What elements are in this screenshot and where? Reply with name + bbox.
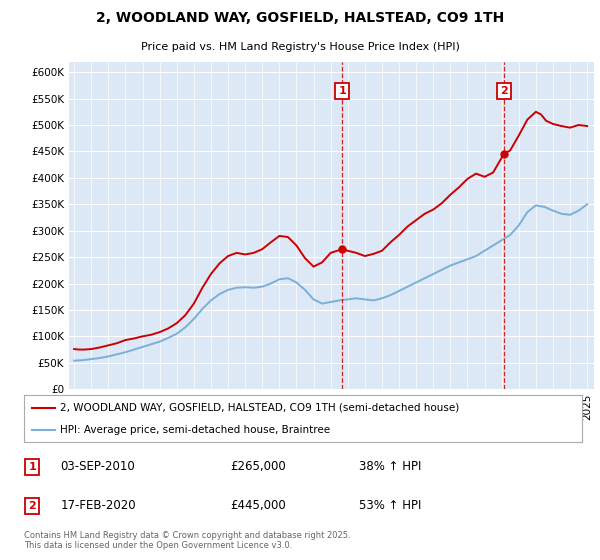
Text: 17-FEB-2020: 17-FEB-2020 [60, 500, 136, 512]
Text: 38% ↑ HPI: 38% ↑ HPI [359, 460, 421, 473]
Text: 1: 1 [28, 462, 36, 472]
Text: £445,000: £445,000 [230, 500, 286, 512]
Text: Price paid vs. HM Land Registry's House Price Index (HPI): Price paid vs. HM Land Registry's House … [140, 42, 460, 52]
Text: 53% ↑ HPI: 53% ↑ HPI [359, 500, 421, 512]
Text: HPI: Average price, semi-detached house, Braintree: HPI: Average price, semi-detached house,… [60, 424, 331, 435]
Text: 2, WOODLAND WAY, GOSFIELD, HALSTEAD, CO9 1TH: 2, WOODLAND WAY, GOSFIELD, HALSTEAD, CO9… [96, 11, 504, 25]
Text: 2: 2 [28, 501, 36, 511]
Text: Contains HM Land Registry data © Crown copyright and database right 2025.
This d: Contains HM Land Registry data © Crown c… [24, 531, 350, 550]
Text: 2, WOODLAND WAY, GOSFIELD, HALSTEAD, CO9 1TH (semi-detached house): 2, WOODLAND WAY, GOSFIELD, HALSTEAD, CO9… [60, 403, 460, 413]
Text: 03-SEP-2010: 03-SEP-2010 [60, 460, 135, 473]
Text: £265,000: £265,000 [230, 460, 286, 473]
Text: 1: 1 [338, 86, 346, 96]
Text: 2: 2 [500, 86, 508, 96]
